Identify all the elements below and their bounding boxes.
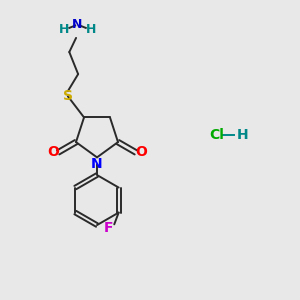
- Text: Cl: Cl: [209, 128, 224, 142]
- Text: N: N: [91, 157, 103, 171]
- Text: S: S: [63, 89, 73, 103]
- Text: O: O: [135, 146, 147, 159]
- Text: H: H: [237, 128, 248, 142]
- Text: H: H: [85, 22, 96, 36]
- Text: H: H: [59, 22, 70, 36]
- Text: N: N: [72, 19, 83, 32]
- Text: O: O: [47, 146, 59, 159]
- Text: F: F: [103, 221, 113, 235]
